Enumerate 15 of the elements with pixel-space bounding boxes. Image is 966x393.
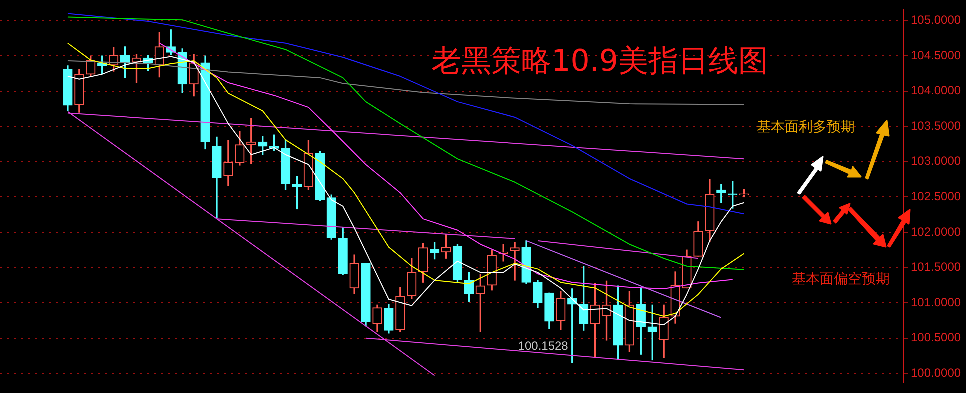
text: 基本面偏空预期 bbox=[792, 272, 890, 288]
y-tick-label: 101.5000 bbox=[911, 260, 962, 274]
y-tick-label: 104.5000 bbox=[911, 48, 962, 62]
text: 老黑策略10.9美指日线图 bbox=[432, 44, 768, 79]
text: 基本面利多预期 bbox=[757, 120, 855, 136]
y-tick-label: 103.0000 bbox=[911, 154, 962, 168]
annotation: 100.1528 bbox=[518, 339, 569, 354]
y-tick-label: 104.0000 bbox=[911, 84, 962, 98]
y-tick-label: 102.5000 bbox=[911, 190, 962, 204]
y-tick-label: 102.0000 bbox=[911, 224, 962, 239]
y-tick-label: 103.5000 bbox=[911, 118, 962, 133]
y-tick-label: 100.0000 bbox=[911, 366, 962, 380]
y-tick-label: 105.0000 bbox=[911, 13, 962, 28]
y-tick-label: 100.5000 bbox=[911, 330, 962, 345]
y-tick-label: 101.0000 bbox=[911, 295, 962, 310]
